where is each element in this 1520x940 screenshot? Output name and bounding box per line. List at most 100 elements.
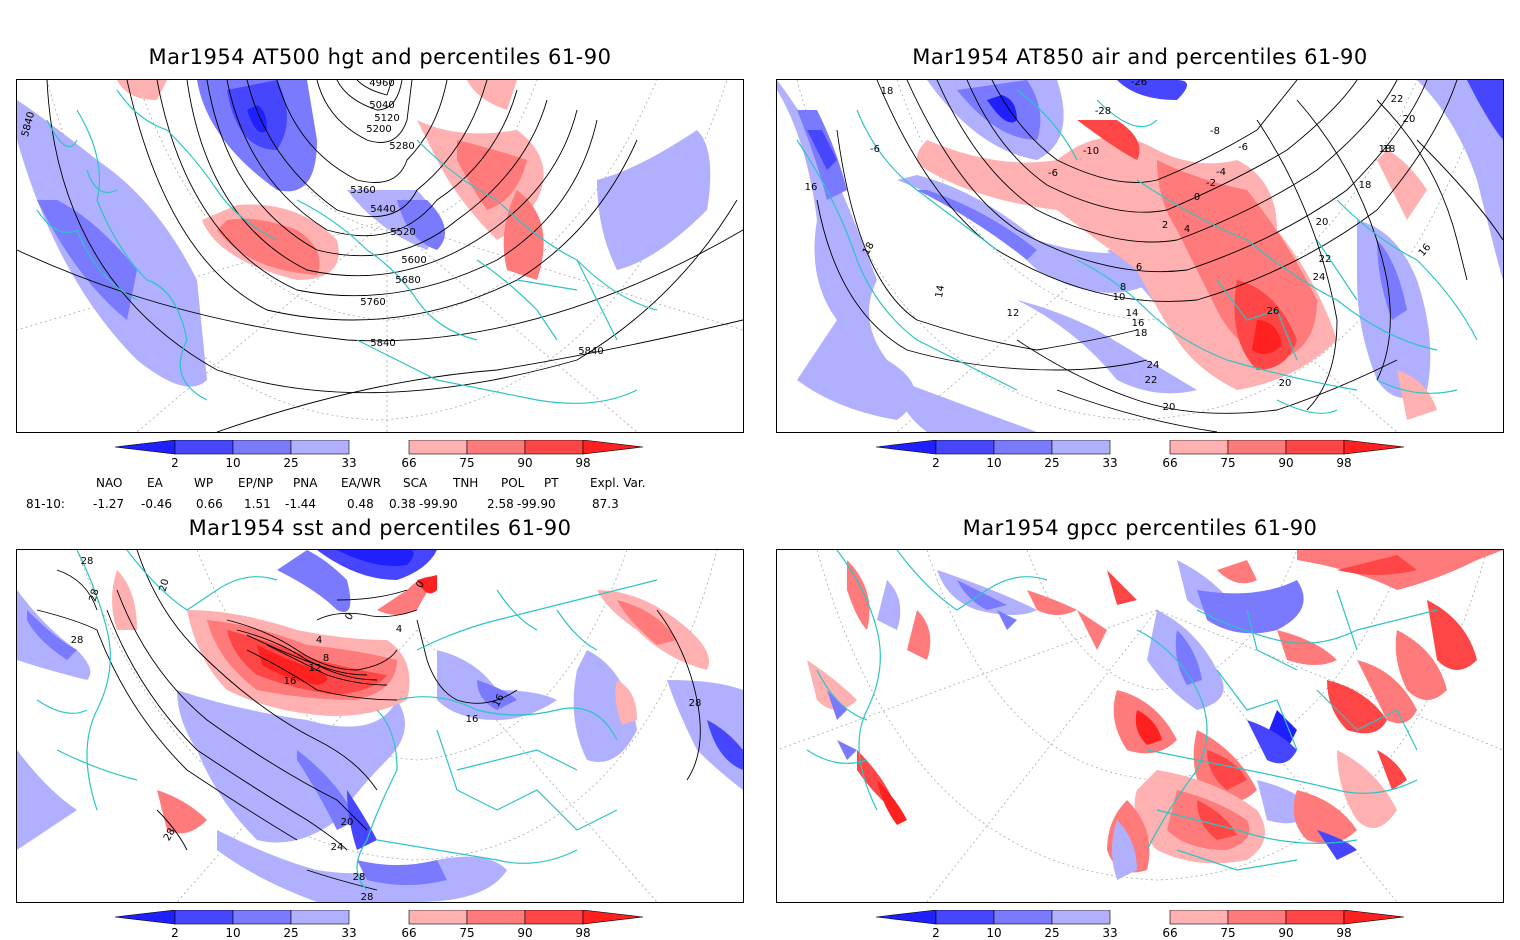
svg-text:18: 18 bbox=[1379, 144, 1392, 155]
map-at500-hgt: 5840 4960 5040 5120 5200 5280 5360 5440 … bbox=[17, 80, 743, 432]
svg-text:22: 22 bbox=[1145, 375, 1158, 386]
svg-text:4: 4 bbox=[1184, 224, 1190, 235]
svg-text:-6: -6 bbox=[1048, 168, 1058, 179]
svg-text:75: 75 bbox=[459, 926, 474, 940]
index-header-pna: PNA bbox=[293, 476, 318, 490]
svg-text:18: 18 bbox=[1135, 328, 1148, 339]
svg-text:4960: 4960 bbox=[369, 80, 394, 89]
colorbar-labels: 2 10 25 33 66 75 90 98 bbox=[171, 456, 590, 470]
svg-text:5760: 5760 bbox=[360, 297, 385, 308]
svg-text:2: 2 bbox=[932, 926, 940, 940]
svg-text:10: 10 bbox=[1113, 292, 1126, 303]
svg-text:25: 25 bbox=[283, 926, 298, 940]
svg-text:6: 6 bbox=[1136, 262, 1142, 273]
svg-text:33: 33 bbox=[341, 926, 356, 940]
colorbar-tr: 2 10 25 33 66 75 90 98 bbox=[876, 440, 1405, 470]
colorbar-labels: 2 10 25 33 66 75 90 98 bbox=[932, 456, 1351, 470]
svg-text:28: 28 bbox=[71, 635, 84, 646]
map-at850-air: 18 16 -6 -26 -28 -10 -6 -8 -6 -4 -2 0 2 … bbox=[777, 80, 1503, 432]
coastlines bbox=[36, 89, 658, 404]
colorbar-tl: 2 10 25 33 66 75 90 98 bbox=[115, 440, 644, 470]
svg-text:5520: 5520 bbox=[390, 227, 415, 238]
svg-text:33: 33 bbox=[341, 456, 356, 470]
svg-text:20: 20 bbox=[1279, 378, 1292, 389]
index-header-expl-var: Expl. Var. bbox=[590, 476, 646, 490]
svg-text:24: 24 bbox=[1313, 272, 1326, 283]
percentile-shading bbox=[807, 550, 1503, 880]
svg-text:90: 90 bbox=[1278, 456, 1293, 470]
map-panel-at500-hgt: 5840 4960 5040 5120 5200 5280 5360 5440 … bbox=[16, 79, 744, 433]
svg-text:24: 24 bbox=[1147, 360, 1160, 371]
percentile-shading bbox=[17, 80, 711, 387]
svg-text:33: 33 bbox=[1102, 456, 1117, 470]
index-header-ea: EA bbox=[147, 476, 163, 490]
svg-text:98: 98 bbox=[1336, 926, 1351, 940]
svg-text:66: 66 bbox=[401, 456, 416, 470]
index-value-pol: 2.58 bbox=[487, 497, 514, 511]
panel-title-bl: Mar1954 sst and percentiles 61-90 bbox=[188, 516, 572, 540]
svg-text:2: 2 bbox=[171, 926, 179, 940]
svg-text:5120: 5120 bbox=[374, 113, 399, 124]
svg-text:5280: 5280 bbox=[389, 141, 414, 152]
index-value-sca: 0.38 bbox=[389, 497, 416, 511]
svg-text:25: 25 bbox=[1044, 456, 1059, 470]
svg-text:-26: -26 bbox=[1131, 80, 1147, 88]
svg-text:5040: 5040 bbox=[369, 100, 394, 111]
index-value-ea: -0.46 bbox=[141, 497, 173, 511]
panel-title-tr: Mar1954 AT850 air and percentiles 61-90 bbox=[912, 45, 1368, 69]
svg-text:28: 28 bbox=[689, 698, 702, 709]
svg-text:10: 10 bbox=[225, 456, 240, 470]
index-header-eawr: EA/WR bbox=[341, 476, 382, 490]
map-panel-gpcc bbox=[776, 549, 1504, 903]
svg-text:33: 33 bbox=[1102, 926, 1117, 940]
index-header-pol: POL bbox=[501, 476, 525, 490]
svg-text:14: 14 bbox=[934, 284, 947, 298]
index-header-epnp: EP/NP bbox=[238, 476, 274, 490]
svg-text:75: 75 bbox=[1220, 926, 1235, 940]
map-panel-sst: 28 20 28 28 0 0 4 4 8 12 16 16 16 28 20 … bbox=[16, 549, 744, 903]
panel-title-br: Mar1954 gpcc percentiles 61-90 bbox=[962, 516, 1318, 540]
contour-labels: 28 20 28 28 0 0 4 4 8 12 16 16 16 28 20 … bbox=[71, 556, 702, 902]
svg-text:16: 16 bbox=[1417, 242, 1434, 259]
svg-text:16: 16 bbox=[805, 182, 818, 193]
svg-text:75: 75 bbox=[1220, 456, 1235, 470]
svg-text:0: 0 bbox=[1194, 192, 1200, 203]
svg-text:90: 90 bbox=[517, 456, 532, 470]
svg-text:20: 20 bbox=[341, 817, 354, 828]
colorbar-swatches bbox=[876, 910, 1405, 925]
svg-text:14: 14 bbox=[1126, 308, 1139, 319]
svg-text:10: 10 bbox=[986, 456, 1001, 470]
svg-text:20: 20 bbox=[1316, 217, 1329, 228]
svg-text:90: 90 bbox=[1278, 926, 1293, 940]
svg-text:28: 28 bbox=[353, 872, 366, 883]
svg-text:-6: -6 bbox=[870, 144, 880, 155]
index-value-tnh: -99.90 bbox=[419, 497, 458, 511]
svg-text:10: 10 bbox=[986, 926, 1001, 940]
svg-text:25: 25 bbox=[283, 456, 298, 470]
index-header-tnh: TNH bbox=[453, 476, 479, 490]
colorbar-swatches bbox=[876, 440, 1405, 455]
svg-text:28: 28 bbox=[81, 556, 94, 567]
svg-text:4: 4 bbox=[396, 624, 402, 635]
svg-text:8: 8 bbox=[1120, 282, 1126, 293]
svg-text:5840: 5840 bbox=[370, 338, 395, 349]
svg-text:2: 2 bbox=[932, 456, 940, 470]
map-sst: 28 20 28 28 0 0 4 4 8 12 16 16 16 28 20 … bbox=[17, 550, 743, 902]
colorbar-br: 2 10 25 33 66 75 90 98 bbox=[876, 910, 1405, 940]
colorbar-swatches bbox=[115, 910, 644, 925]
svg-text:26: 26 bbox=[1267, 306, 1280, 317]
svg-text:16: 16 bbox=[1132, 318, 1145, 329]
svg-text:0: 0 bbox=[414, 579, 427, 590]
index-value-pna: -1.44 bbox=[285, 497, 317, 511]
svg-text:2: 2 bbox=[171, 456, 179, 470]
svg-text:22: 22 bbox=[1319, 254, 1332, 265]
contour-labels: 5840 4960 5040 5120 5200 5280 5360 5440 … bbox=[20, 80, 604, 357]
svg-text:18: 18 bbox=[881, 86, 894, 97]
svg-text:66: 66 bbox=[1162, 926, 1177, 940]
svg-text:16: 16 bbox=[284, 676, 297, 687]
map-gpcc bbox=[777, 550, 1503, 902]
svg-text:-8: -8 bbox=[1210, 126, 1220, 137]
svg-text:5840: 5840 bbox=[578, 346, 603, 357]
index-header-pt: PT bbox=[544, 476, 559, 490]
coastlines bbox=[806, 550, 1438, 871]
